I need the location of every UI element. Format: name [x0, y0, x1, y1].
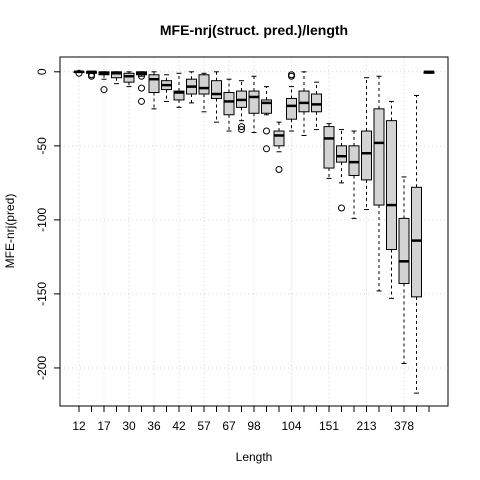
- x-tick-label: 104: [281, 419, 301, 433]
- box: [336, 145, 347, 163]
- box: [286, 97, 297, 120]
- box: [211, 80, 222, 99]
- outlier: [138, 97, 145, 105]
- chart-title: MFE-nrj(struct. pred.)/length: [160, 22, 348, 38]
- x-tick-label: 378: [394, 419, 414, 433]
- x-tick-label: 213: [356, 419, 376, 433]
- outlier: [338, 204, 345, 212]
- outlier: [263, 145, 270, 153]
- box: [223, 92, 235, 116]
- x-tick-label: 67: [222, 419, 236, 433]
- x-tick-label: 42: [172, 419, 186, 433]
- box: [261, 99, 272, 114]
- box: [298, 90, 310, 113]
- outlier: [100, 86, 108, 94]
- x-tick-label: 17: [97, 419, 111, 433]
- box: [273, 130, 285, 147]
- y-tick-label: -50: [35, 137, 49, 155]
- box: [123, 72, 135, 83]
- box: [398, 217, 410, 285]
- y-tick-label: -150: [35, 282, 49, 306]
- x-tick-label: 12: [72, 419, 86, 433]
- y-tick-label: -100: [35, 208, 49, 232]
- x-tick-label: 151: [319, 419, 339, 433]
- box: [323, 126, 335, 169]
- plot-frame: [59, 56, 449, 407]
- outlier: [275, 166, 283, 174]
- box: [248, 90, 260, 114]
- outlier: [75, 69, 83, 77]
- y-tick-label: 0: [35, 68, 49, 75]
- outlier: [138, 84, 145, 92]
- x-tick-label: 98: [247, 419, 261, 433]
- x-tick-label: 30: [122, 419, 136, 433]
- outlier: [138, 72, 145, 80]
- outlier: [238, 123, 245, 131]
- x-tick-label: 57: [197, 419, 211, 433]
- outlier: [238, 126, 245, 134]
- outlier: [263, 127, 270, 135]
- box: [348, 145, 360, 176]
- box: [311, 93, 322, 113]
- box: [111, 71, 122, 79]
- x-axis-label: Length: [236, 450, 273, 464]
- y-axis-label: MFE-nrj(pred): [3, 194, 17, 269]
- x-tick-label: 36: [147, 419, 161, 433]
- box: [173, 90, 185, 101]
- y-tick-label: -200: [35, 356, 49, 380]
- outlier: [88, 72, 95, 80]
- box: [148, 74, 160, 94]
- box: [386, 120, 397, 250]
- outlier: [288, 71, 295, 79]
- box: [361, 130, 372, 181]
- box: [411, 186, 422, 298]
- box: [373, 108, 385, 206]
- box: [198, 74, 210, 95]
